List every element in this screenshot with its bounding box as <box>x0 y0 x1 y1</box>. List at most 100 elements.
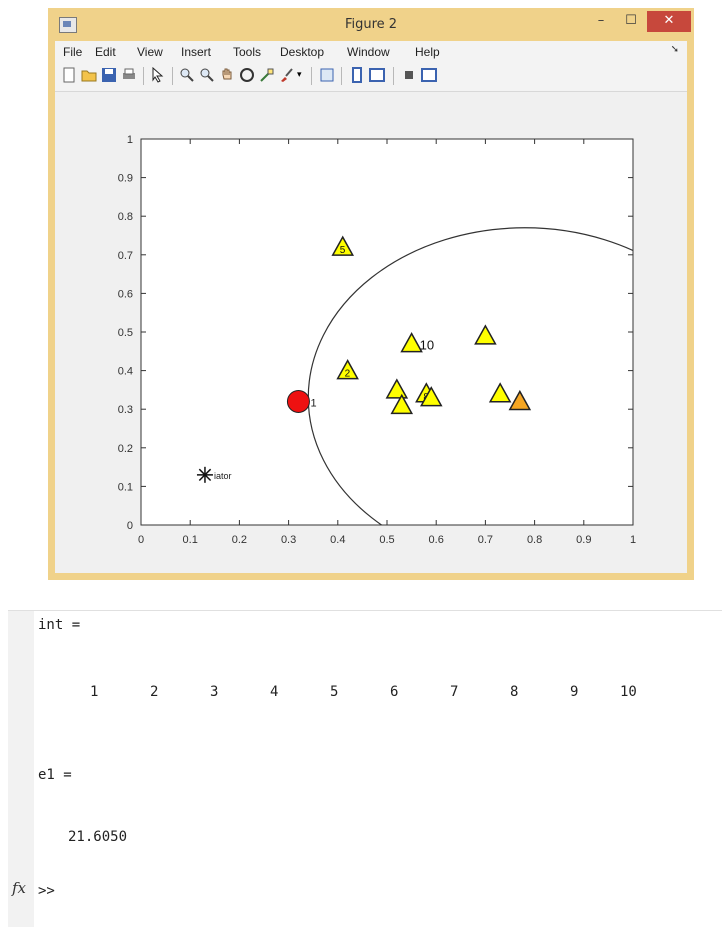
sensor-node-marker[interactable] <box>488 382 512 403</box>
int-value: 2 <box>150 684 159 700</box>
close-button[interactable]: ✕ <box>647 11 691 32</box>
hide-plot-tools-icon[interactable] <box>401 67 417 83</box>
new-figure-icon[interactable] <box>61 67 77 83</box>
x-tick-label: 0.9 <box>576 534 591 546</box>
y-tick-label: 0.1 <box>118 481 133 493</box>
int-value: 4 <box>270 684 279 700</box>
zoom-in-icon[interactable] <box>179 67 195 83</box>
toolbar-separator <box>311 67 312 85</box>
menu-view[interactable]: View <box>137 45 163 59</box>
e1-variable-label: e1 = <box>38 767 72 783</box>
x-tick-label: 0.3 <box>281 534 296 546</box>
show-plot-tools-icon[interactable] <box>421 67 437 83</box>
y-tick-label: 1 <box>127 134 133 146</box>
int-value: 5 <box>330 684 339 700</box>
int-value: 6 <box>390 684 399 700</box>
int-value: 8 <box>510 684 519 700</box>
command-prompt[interactable]: >> <box>38 883 55 899</box>
int-value: 10 <box>620 684 637 700</box>
minimize-button[interactable]: – <box>597 13 605 28</box>
x-tick-label: 1 <box>630 534 636 546</box>
menu-insert[interactable]: Insert <box>181 45 212 59</box>
menu-overflow-arrow-icon[interactable]: ➘ <box>670 44 679 55</box>
sensor-node-marker[interactable] <box>508 389 532 411</box>
sensor-node-label: 10 <box>420 338 434 353</box>
x-tick-label: 0.5 <box>379 534 394 546</box>
pan-icon[interactable] <box>219 67 235 83</box>
window-title: Figure 2 <box>344 17 398 32</box>
int-value: 7 <box>450 684 459 700</box>
rotate-3d-icon[interactable] <box>239 67 255 83</box>
cluster-head-label: 1 <box>310 397 316 409</box>
sensor-node-marker[interactable] <box>420 386 443 407</box>
x-tick-label: 0.8 <box>527 534 542 546</box>
menu-window[interactable]: Window <box>347 45 390 59</box>
save-icon[interactable] <box>101 67 117 83</box>
link-plot-icon[interactable] <box>319 67 335 83</box>
command-window-gutter <box>8 611 34 927</box>
brush-icon[interactable] <box>279 67 295 83</box>
sensor-node-marker[interactable] <box>400 332 423 353</box>
initiator-label: iator <box>214 471 232 481</box>
plot-area: 0 0.1 0.2 0.3 0.4 0.5 0.6 0.7 0.8 0.9 1 0 0.1 0.2 0.3 0… <box>55 92 687 573</box>
scatter-chart[interactable]: 0 0.1 0.2 0.3 0.4 0.5 0.6 0.7 0.8 0.9 100.10.20.30… <box>55 92 687 573</box>
toolbar-separator <box>393 67 394 85</box>
y-tick-label: 0.7 <box>118 250 133 262</box>
figure-window: Figure 2 – ☐ ✕ File Edit View Insert Too… <box>48 8 694 580</box>
initiator-star-stroke <box>198 468 212 482</box>
sensor-node-marker[interactable] <box>385 378 409 399</box>
zoom-out-icon[interactable] <box>199 67 215 83</box>
x-tick-label: 0.6 <box>429 534 444 546</box>
y-tick-label: 0 <box>127 520 133 532</box>
y-tick-label: 0.4 <box>118 366 133 378</box>
y-tick-label: 0.6 <box>118 288 133 300</box>
y-tick-label: 0.3 <box>118 404 133 416</box>
x-tick-label: 0.2 <box>232 534 247 546</box>
y-tick-label: 0.9 <box>118 173 133 185</box>
command-window[interactable]: int = 1 2 3 4 5 6 7 8 9 10 e1 = 21.6050 … <box>8 610 722 927</box>
menu-edit[interactable]: Edit <box>95 45 116 59</box>
x-tick-label: 0.1 <box>183 534 198 546</box>
cluster-head-marker[interactable] <box>286 389 310 413</box>
e1-value: 21.6050 <box>68 829 128 845</box>
data-cursor-icon[interactable] <box>259 67 275 83</box>
int-value: 9 <box>570 684 579 700</box>
sensor-node-marker[interactable] <box>331 235 354 256</box>
toolbar-separator <box>341 67 342 85</box>
legend-icon[interactable] <box>369 67 385 83</box>
menu-file[interactable]: File <box>63 45 83 59</box>
int-value: 1 <box>90 684 99 700</box>
toolbar-separator <box>143 67 144 85</box>
sensor-node-label: 5 <box>340 245 346 256</box>
open-file-icon[interactable] <box>81 67 97 83</box>
menu-help[interactable]: Help <box>415 45 440 59</box>
y-tick-label: 0.8 <box>118 211 133 223</box>
maximize-button[interactable]: ☐ <box>625 13 637 28</box>
brush-dropdown-icon[interactable]: ▾ <box>297 70 302 80</box>
print-icon[interactable] <box>121 67 137 83</box>
x-tick-label: 0 <box>138 534 144 546</box>
y-tick-label: 0.2 <box>118 443 133 455</box>
axes-box <box>140 138 634 526</box>
sensor-node-marker[interactable] <box>336 359 359 380</box>
x-tick-label: 0.4 <box>330 534 345 546</box>
initiator-marker[interactable] <box>196 466 213 483</box>
x-tick-label: 0.7 <box>478 534 493 546</box>
edit-plot-icon[interactable] <box>150 67 166 83</box>
menu-tools[interactable]: Tools <box>233 45 262 59</box>
figure-toolbar: ▾ <box>55 61 687 92</box>
function-browser-icon[interactable]: fx <box>12 879 27 897</box>
colorbar-icon[interactable] <box>349 67 365 83</box>
sensor-node-marker[interactable] <box>390 393 414 415</box>
menu-bar: File Edit View Insert Tools Desktop Wind… <box>55 41 687 61</box>
menu-desktop[interactable]: Desktop <box>280 45 325 59</box>
figure-app-icon[interactable] <box>59 17 77 33</box>
figure-client-area: File Edit View Insert Tools Desktop Wind… <box>55 41 687 573</box>
int-value: 3 <box>210 684 219 700</box>
title-bar[interactable]: Figure 2 – ☐ ✕ <box>51 11 691 41</box>
toolbar-separator <box>172 67 173 85</box>
y-tick-label: 0.5 <box>118 327 133 339</box>
int-variable-label: int = <box>38 617 81 633</box>
sensor-node-label: 2 <box>345 369 351 380</box>
sensor-node-marker[interactable] <box>474 324 497 345</box>
